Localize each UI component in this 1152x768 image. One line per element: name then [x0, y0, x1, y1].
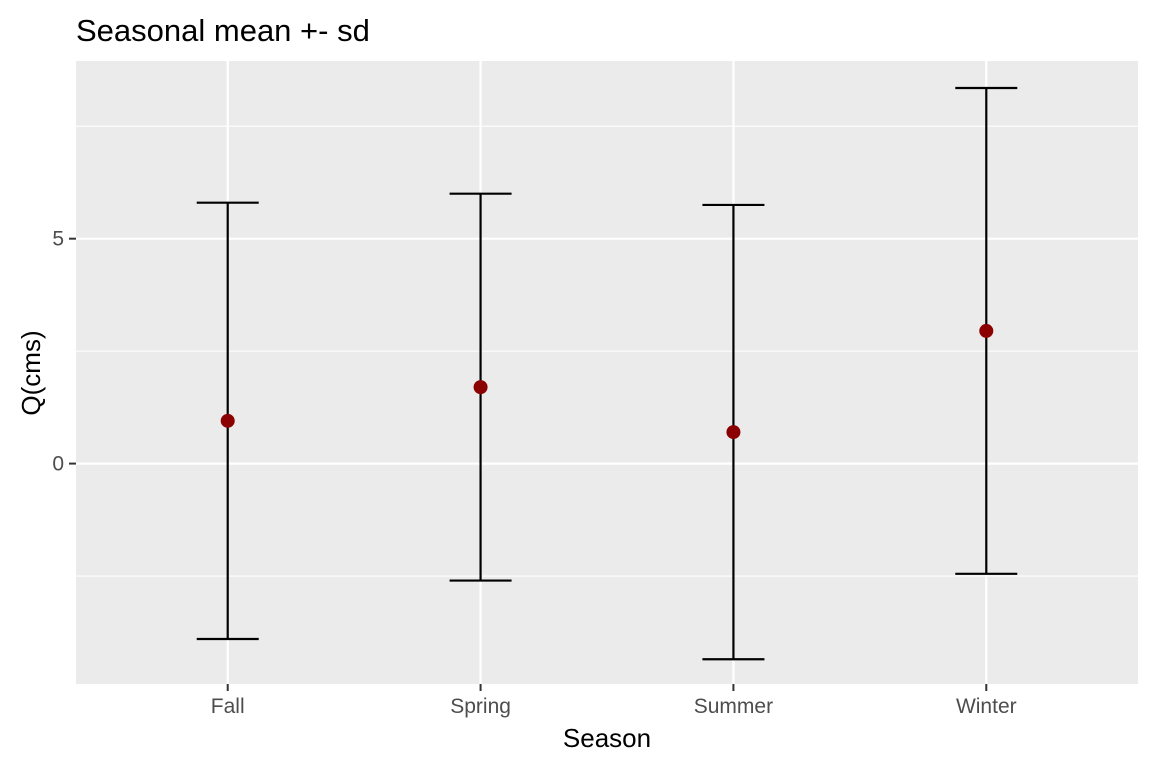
x-tick-label: Fall	[211, 695, 245, 718]
mean-point	[220, 413, 235, 428]
x-axis-ticks: Fall Spring Summer Winter	[211, 684, 1017, 718]
mean-point	[473, 380, 488, 395]
y-axis-title: Q(cms)	[16, 330, 46, 415]
y-tick-label: 5	[52, 228, 64, 251]
plot-panel	[76, 61, 1138, 684]
x-axis-title: Season	[563, 723, 651, 753]
x-tick-label: Summer	[694, 695, 773, 718]
mean-points	[220, 323, 994, 440]
x-tick-label: Winter	[956, 695, 1017, 718]
y-tick-label: 0	[52, 453, 64, 476]
chart-title: Seasonal mean +- sd	[76, 13, 370, 48]
mean-point	[726, 425, 741, 440]
mean-point	[979, 323, 994, 338]
y-axis-ticks: 05	[52, 228, 76, 476]
x-tick-label: Spring	[450, 695, 511, 718]
minor-gridlines	[76, 125, 1138, 577]
